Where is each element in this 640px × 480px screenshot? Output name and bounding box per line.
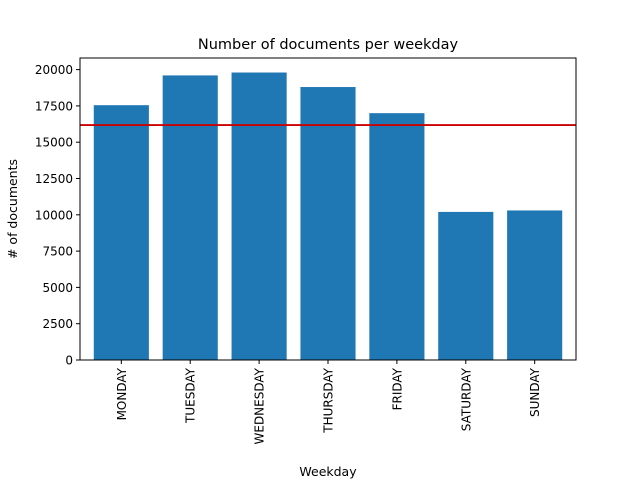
y-tick-label: 0	[65, 354, 73, 368]
y-tick-label: 10000	[35, 208, 73, 222]
x-tick-label-wednesday: WEDNESDAY	[253, 367, 267, 444]
x-tick-label-friday: FRIDAY	[390, 367, 404, 410]
x-tick-label-saturday: SATURDAY	[459, 367, 473, 431]
bar-saturday	[438, 211, 494, 360]
y-axis: 0 2500 5000 7500 10000 12500 15000 17500 20000	[35, 63, 80, 368]
y-tick-label: 7500	[42, 245, 73, 259]
y-tick-label: 15000	[35, 136, 73, 150]
bar-wednesday	[231, 72, 287, 361]
x-tick-label-sunday: SUNDAY	[528, 367, 542, 417]
chart-title: Number of documents per weekday	[198, 37, 459, 53]
y-tick-label: 20000	[35, 63, 73, 77]
bar-monday	[93, 105, 149, 360]
y-axis-label: # of documents	[5, 159, 20, 259]
bar-sunday	[507, 210, 563, 360]
x-axis: MONDAY TUESDAY WEDNESDAY THURSDAY FRIDAY SATU…	[115, 360, 542, 445]
bar-tuesday	[162, 75, 218, 360]
y-tick-label: 17500	[35, 99, 73, 113]
bar-friday	[369, 113, 425, 360]
y-tick-label: 5000	[42, 281, 73, 295]
bars-group	[93, 72, 563, 361]
x-tick-label-monday: MONDAY	[115, 367, 129, 420]
bar-thursday	[300, 87, 356, 361]
x-axis-label: Weekday	[299, 464, 357, 479]
x-tick-label-thursday: THURSDAY	[322, 367, 336, 433]
y-tick-label: 12500	[35, 172, 73, 186]
y-tick-label: 2500	[42, 317, 73, 331]
x-tick-label-tuesday: TUESDAY	[184, 367, 198, 424]
